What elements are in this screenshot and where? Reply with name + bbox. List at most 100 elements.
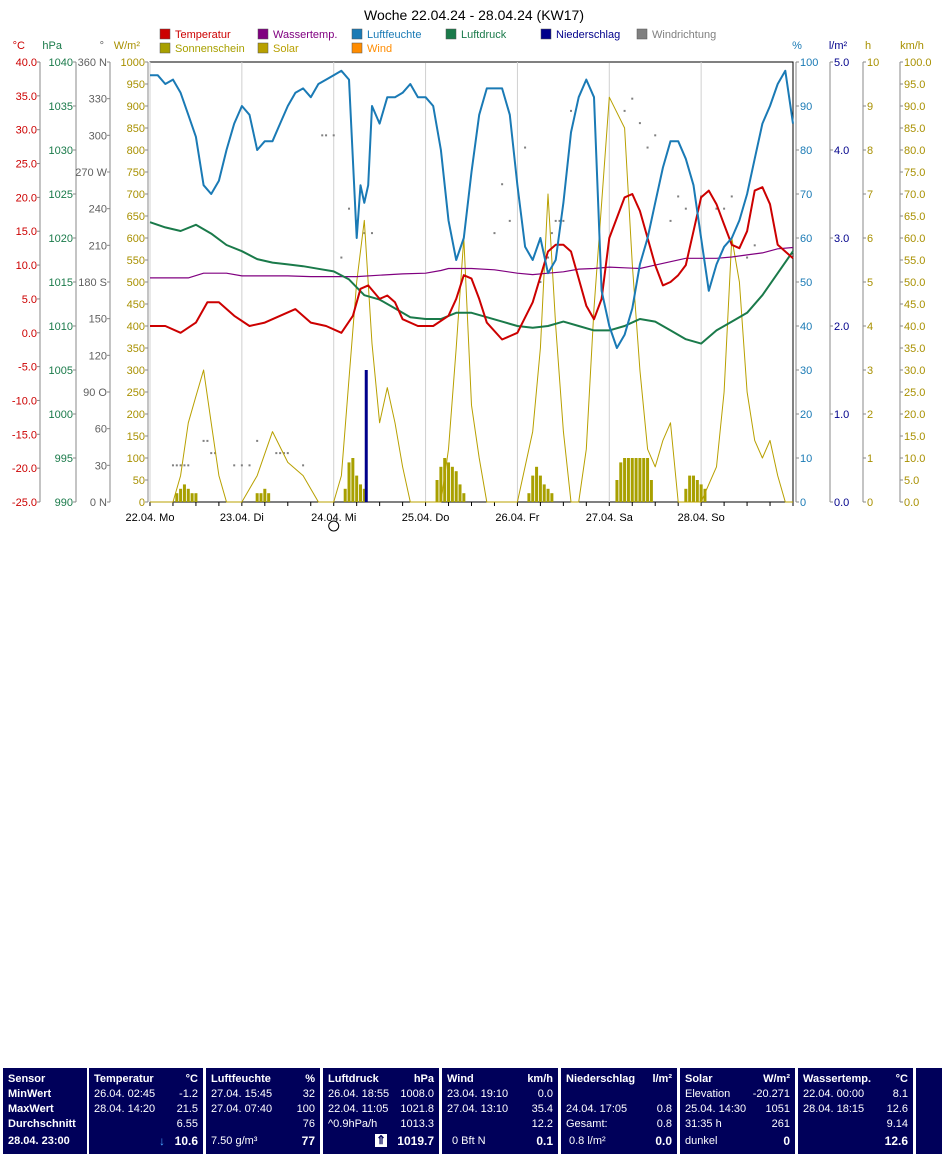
luftfeuchte-max-time: 27.04. 07:40: [211, 1103, 273, 1115]
sunshine-bar: [435, 480, 439, 502]
sensor-header: Sensor: [8, 1073, 46, 1085]
wind-direction-dot: [416, 61, 419, 63]
sunshine-bar: [695, 480, 699, 502]
niederschlag-header: Niederschlag: [566, 1073, 636, 1085]
sunshine-unit-label: h: [865, 40, 871, 52]
wind-direction-dot: [638, 122, 641, 125]
sunshine-bar: [546, 488, 550, 502]
sunshine-bar: [362, 488, 366, 502]
pressure-axis-tick-label: 1000: [49, 409, 73, 421]
solar-axis-tick-label: 750: [127, 167, 145, 179]
wind-direction-dot: [175, 464, 178, 467]
sunshine-axis-tick-label: 7: [867, 189, 873, 201]
niederschlag-total-label: Gesamt:: [566, 1118, 608, 1130]
niederschlag-max-time: 24.04. 17:05: [566, 1103, 628, 1115]
temperatur-current: 10.6: [174, 1134, 198, 1148]
temp-axis-tick-label: 15.0: [16, 226, 37, 238]
series-line-luftfeuchte: [150, 69, 794, 349]
solar-header: Solar: [685, 1073, 713, 1085]
pressure-axis-tick-label: 1030: [49, 145, 73, 157]
temp-axis-tick-label: -20.0: [12, 463, 37, 475]
humidity-axis-tick-label: 10: [800, 453, 812, 465]
sunshine-bar: [615, 480, 619, 502]
wind-min: 0.0: [537, 1088, 553, 1100]
direction-axis-tick-label: 0 N: [90, 497, 107, 509]
niederschlag-rate: 0.8 l/m²: [569, 1135, 606, 1147]
stats-col-sensor: Sensor MinWert MaxWert Durchschnitt 28.0…: [3, 1068, 87, 1154]
direction-axis-tick-label: 120: [89, 350, 107, 362]
temp-axis-tick-label: 30.0: [16, 125, 37, 137]
stats-col-wassertemp: Wassertemp. °C 22.04. 00:00 8.1 28.04. 18:…: [798, 1068, 913, 1154]
direction-axis-tick-label: 360 N: [78, 57, 107, 69]
legend-label: Wassertemp.: [273, 29, 337, 41]
wind-header: Wind: [447, 1073, 474, 1085]
wind-axis-tick-label: 95.0: [904, 79, 925, 91]
precipitation-bar: [364, 370, 368, 502]
series-line-solar: [150, 96, 793, 503]
solar-max: 1051: [765, 1103, 790, 1115]
wind-direction-dot: [187, 464, 190, 467]
wind-direction-dot: [286, 452, 289, 455]
temperatur-min-time: 26.04. 02:45: [94, 1088, 156, 1100]
pressure-axis-tick-label: 1040: [49, 57, 73, 69]
wind-direction-dot: [401, 61, 404, 63]
solar-axis-tick-label: 950: [127, 79, 145, 91]
stats-col-luftdruck: Luftdruck hPa 26.04. 18:55 1008.0 22.04. 1…: [323, 1068, 439, 1154]
wind-direction-dot: [206, 439, 209, 442]
wind-direction-dot: [550, 232, 553, 235]
row-label-min: MinWert: [8, 1088, 52, 1100]
luftdruck-max: 1021.8: [400, 1103, 434, 1115]
x-tick-label: 26.04. Fr: [495, 512, 539, 524]
sunshine-axis-tick-label: 5: [867, 277, 873, 289]
wind-avg: 12.2: [531, 1118, 553, 1130]
plot-frame: [149, 61, 794, 503]
sunshine-bar: [619, 462, 623, 502]
legend-label: Wind: [367, 43, 392, 55]
niederschlag-total: 0.8: [656, 1118, 672, 1130]
pressure-axis-tick-label: 1020: [49, 233, 73, 245]
wassertemp-unit: °C: [895, 1073, 908, 1085]
solar-axis-tick-label: 0: [139, 497, 145, 509]
stats-col-wind: Wind km/h 23.04. 19:10 0.0 27.04. 13:10 35.…: [442, 1068, 558, 1154]
luftfeuchte-absolute: 7.50 g/m³: [211, 1135, 258, 1147]
wind-direction-dot: [723, 207, 726, 210]
wassertemp-header: Wassertemp.: [803, 1073, 872, 1085]
sunshine-axis-tick-label: 2: [867, 409, 873, 421]
wind-axis-tick-label: 0.0: [904, 497, 919, 509]
solar-unit: W/m²: [763, 1073, 790, 1085]
temperatur-header: Temperatur: [94, 1073, 154, 1085]
wind-direction-dot: [623, 109, 626, 112]
sunshine-bar: [186, 488, 190, 502]
wind-direction-dot: [570, 109, 573, 112]
chart-axes: 22.04. Mo 23.04. Di 24.04. Mi 25.04. Do 26.0…: [12, 40, 932, 532]
luftdruck-trend-arrow-icon: ⇑: [374, 1133, 387, 1147]
luftdruck-header: Luftdruck: [328, 1073, 379, 1085]
temp-axis-tick-label: 35.0: [16, 91, 37, 103]
luftdruck-max-time: 22.04. 11:05: [328, 1103, 389, 1115]
temperatur-unit: °C: [185, 1073, 198, 1085]
wind-axis-tick-label: 30.0: [904, 365, 925, 377]
humidity-unit-label: %: [792, 40, 802, 52]
direction-axis-tick-label: 270 W: [75, 167, 107, 179]
sunshine-bar: [688, 475, 692, 502]
wind-direction-dot: [282, 452, 285, 455]
sunshine-bar: [527, 493, 531, 502]
wind-direction-dot: [332, 134, 335, 137]
wind-direction-dot: [493, 232, 496, 235]
legend-label: Niederschlag: [556, 29, 620, 41]
wind-direction-dot: [348, 207, 351, 210]
sunshine-bar: [542, 484, 546, 502]
sunshine-bar: [699, 484, 703, 502]
luftfeuchte-avg: 76: [302, 1118, 315, 1130]
rain-axis-tick-label: 0.0: [834, 497, 849, 509]
current-time-marker-icon: [328, 520, 340, 532]
legend-swatch: [257, 28, 269, 40]
direction-axis-tick-label: 30: [95, 460, 107, 472]
solar-axis-tick-label: 250: [127, 387, 145, 399]
legend-swatch: [351, 28, 363, 40]
legend-label: Solar: [273, 43, 299, 55]
wind-direction-dot: [730, 195, 733, 198]
legend-label: Luftfeuchte: [367, 29, 421, 41]
pressure-axis-tick-label: 1025: [49, 189, 73, 201]
niederschlag-max: 0.8: [656, 1103, 672, 1115]
